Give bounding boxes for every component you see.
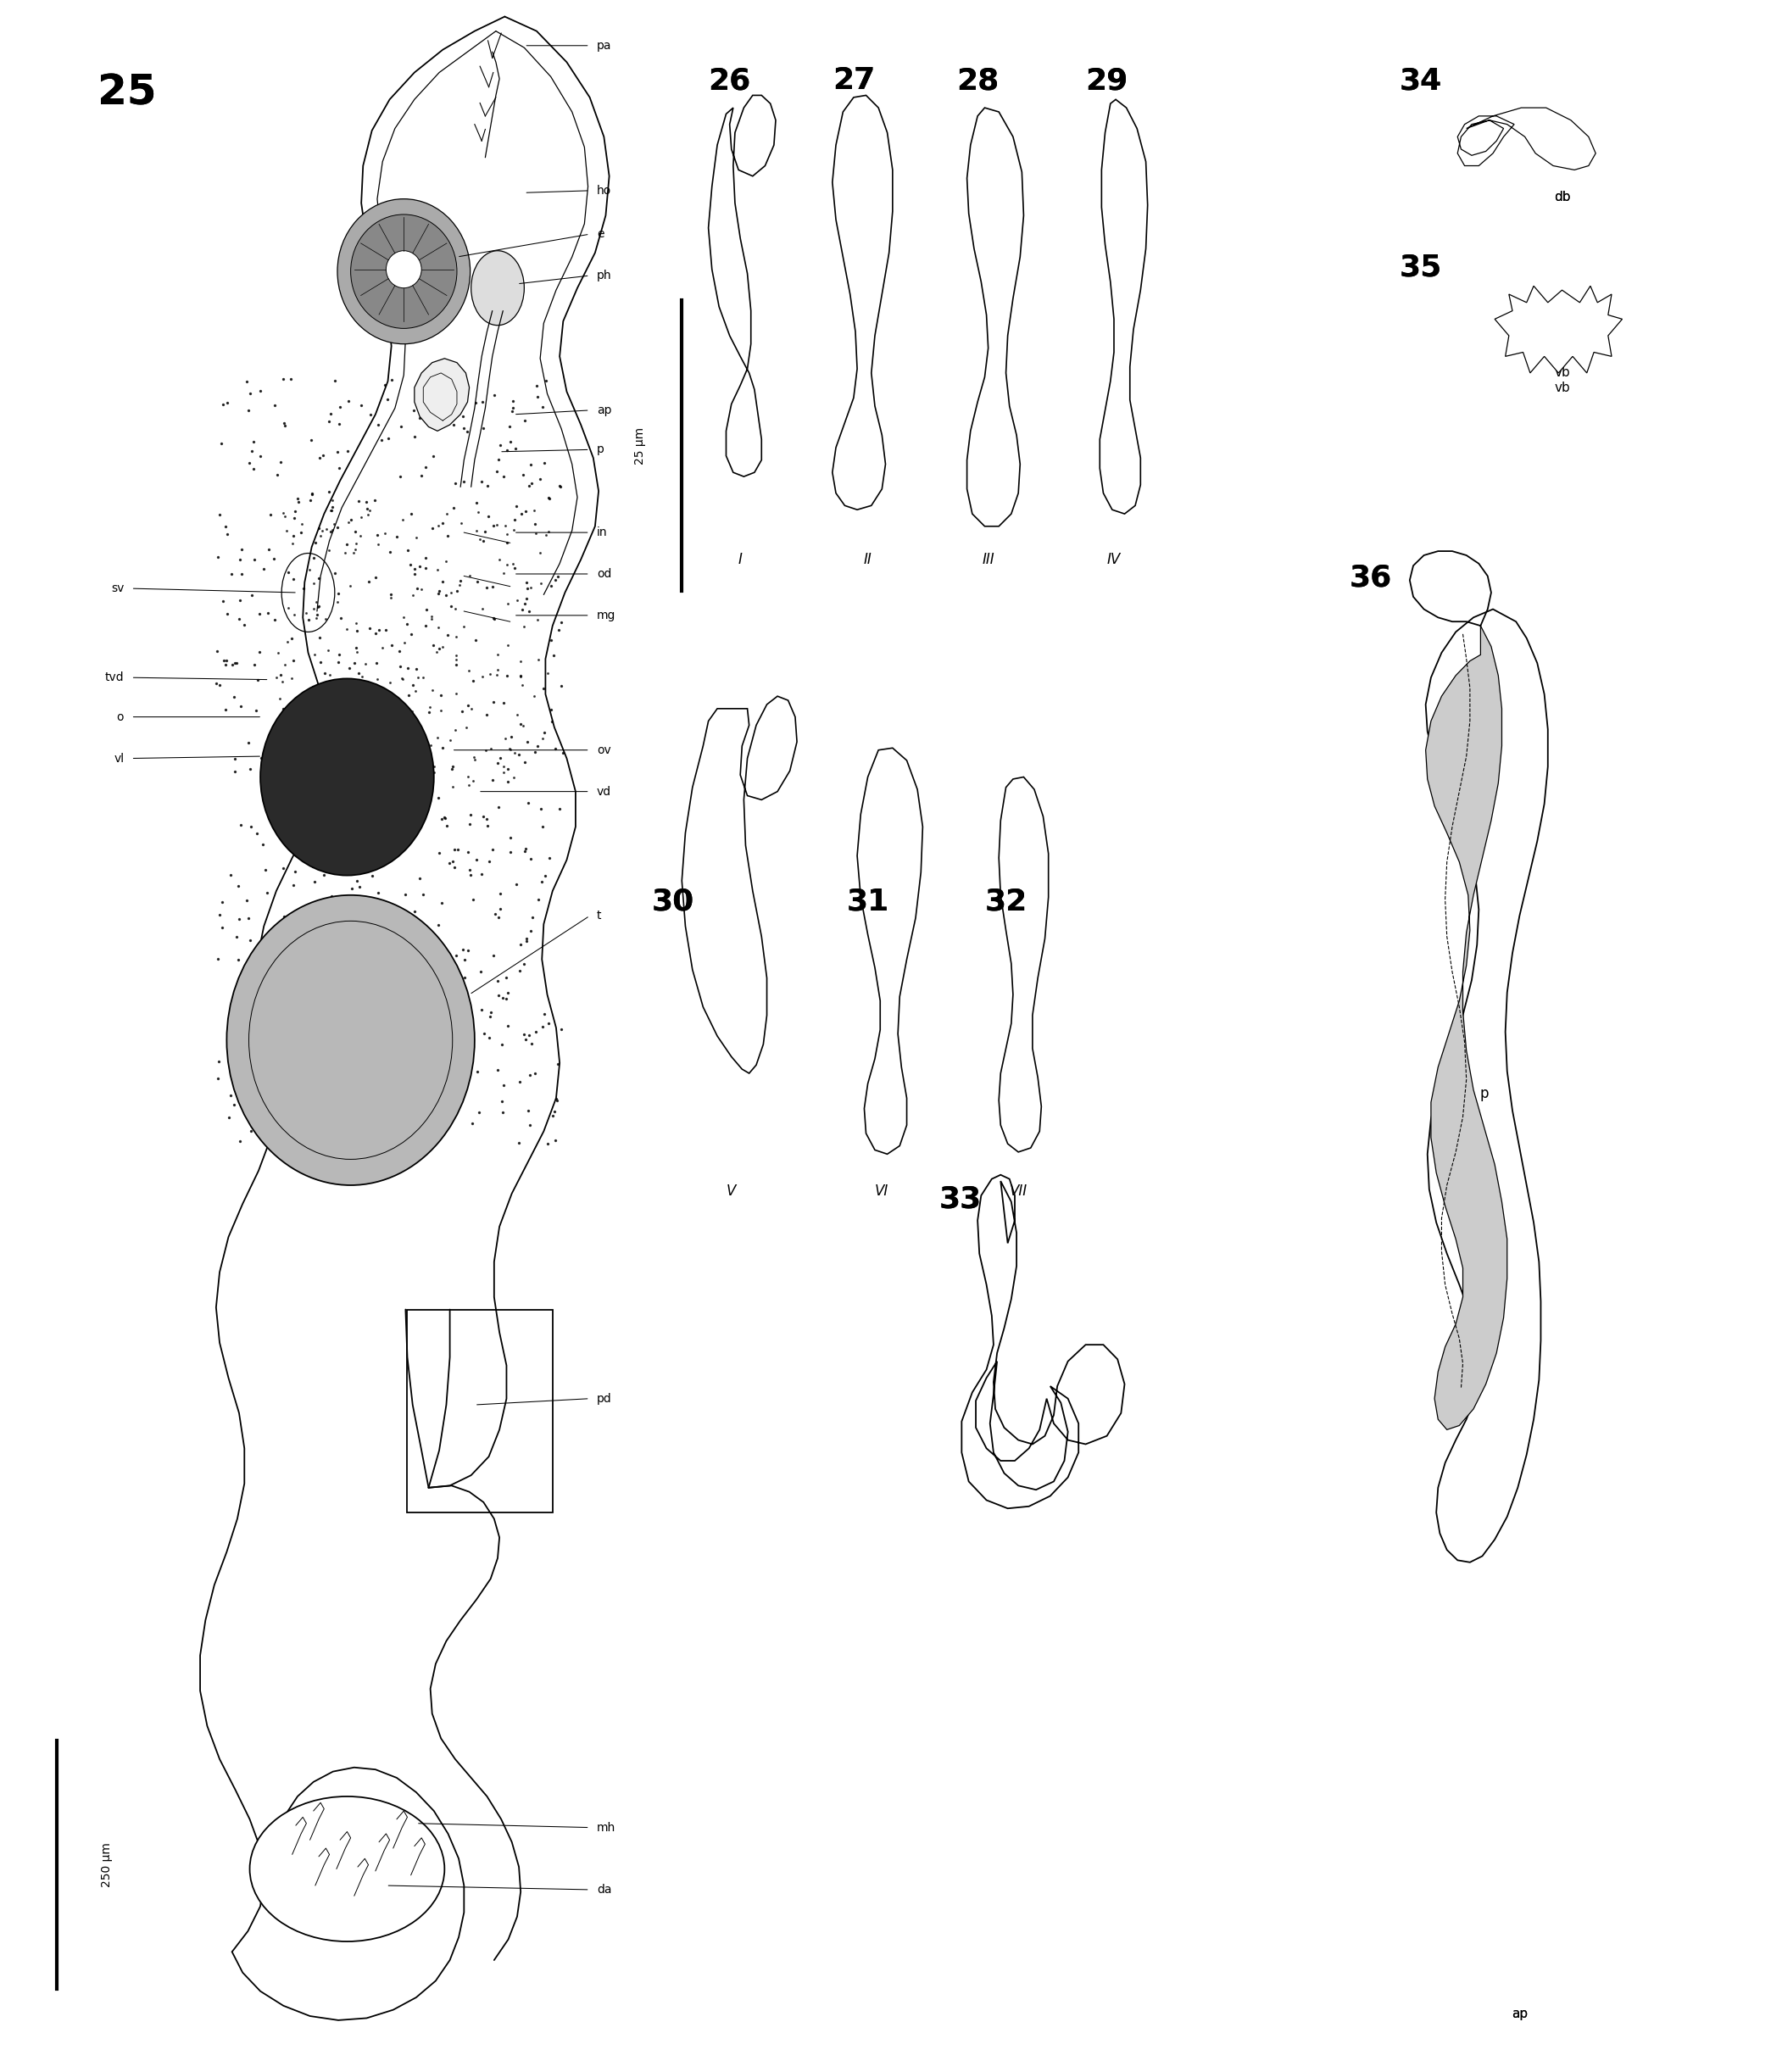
Text: 25: 25: [97, 73, 156, 114]
Text: 26: 26: [708, 66, 751, 95]
Text: vb: vb: [1555, 381, 1569, 394]
Text: 32: 32: [985, 887, 1027, 916]
Text: mh: mh: [597, 1821, 616, 1834]
Text: 27: 27: [832, 66, 875, 95]
Text: pd: pd: [597, 1392, 611, 1405]
Text: 35: 35: [1399, 253, 1442, 282]
Text: da: da: [597, 1883, 611, 1896]
Text: VII: VII: [1009, 1183, 1027, 1200]
Text: db: db: [1553, 191, 1571, 203]
Text: 36: 36: [1350, 564, 1392, 593]
Text: ho: ho: [597, 184, 611, 197]
Text: 31: 31: [847, 887, 889, 916]
Text: vl: vl: [113, 752, 124, 765]
Text: ap: ap: [597, 404, 611, 416]
Polygon shape: [1100, 99, 1148, 514]
Text: 32: 32: [985, 887, 1027, 916]
Text: 34: 34: [1399, 66, 1442, 95]
Ellipse shape: [227, 895, 475, 1185]
Text: 30: 30: [652, 887, 694, 916]
Polygon shape: [999, 777, 1048, 1152]
Text: 28: 28: [956, 66, 999, 95]
Text: 29: 29: [1086, 66, 1128, 95]
Text: 35: 35: [1399, 253, 1442, 282]
Text: V: V: [726, 1183, 737, 1200]
Text: in: in: [597, 526, 607, 539]
Text: t: t: [597, 910, 602, 922]
Text: o: o: [117, 711, 124, 723]
Text: p: p: [1479, 1086, 1489, 1102]
Text: ov: ov: [597, 744, 611, 756]
Polygon shape: [682, 696, 797, 1073]
Text: 33: 33: [939, 1185, 981, 1214]
Text: 36: 36: [1350, 564, 1392, 593]
Text: 33: 33: [939, 1185, 981, 1214]
Polygon shape: [857, 748, 923, 1154]
Polygon shape: [967, 108, 1024, 526]
Text: p: p: [597, 443, 604, 456]
Text: ph: ph: [597, 269, 611, 282]
Text: pa: pa: [597, 39, 611, 52]
Polygon shape: [832, 95, 893, 510]
Polygon shape: [429, 17, 609, 1488]
Text: IV: IV: [1107, 551, 1121, 568]
Text: mg: mg: [597, 609, 616, 622]
Text: vb: vb: [1555, 367, 1569, 379]
Ellipse shape: [260, 680, 434, 874]
Polygon shape: [1458, 108, 1596, 170]
Text: 26: 26: [708, 66, 751, 95]
Bar: [407, 1310, 553, 1513]
Text: db: db: [1553, 191, 1571, 203]
Text: 250 μm: 250 μm: [101, 1842, 113, 1888]
Text: 29: 29: [1086, 66, 1128, 95]
Ellipse shape: [250, 1796, 445, 1941]
Polygon shape: [1495, 286, 1622, 373]
Polygon shape: [1426, 609, 1548, 1562]
Text: III: III: [981, 551, 995, 568]
Text: II: II: [864, 551, 871, 568]
Text: 28: 28: [956, 66, 999, 95]
Polygon shape: [962, 1175, 1125, 1508]
Text: VI: VI: [875, 1183, 889, 1200]
Text: od: od: [597, 568, 611, 580]
Text: ap: ap: [1511, 2008, 1528, 2020]
Polygon shape: [1426, 626, 1507, 1430]
Ellipse shape: [351, 213, 457, 329]
Text: 25: 25: [97, 73, 156, 114]
Text: vd: vd: [597, 785, 611, 798]
Text: 34: 34: [1399, 66, 1442, 95]
Text: p: p: [1479, 1086, 1489, 1102]
Polygon shape: [708, 95, 776, 477]
Text: 30: 30: [652, 887, 694, 916]
Text: e: e: [597, 228, 604, 240]
Text: ap: ap: [1511, 2008, 1528, 2020]
Text: I: I: [739, 551, 742, 568]
Polygon shape: [414, 358, 469, 431]
Ellipse shape: [338, 199, 471, 344]
Text: 27: 27: [832, 66, 875, 95]
Text: sv: sv: [112, 582, 124, 595]
Text: 25 μm: 25 μm: [634, 427, 646, 464]
Text: tvd: tvd: [104, 671, 124, 684]
Ellipse shape: [471, 251, 524, 325]
Text: 31: 31: [847, 887, 889, 916]
Ellipse shape: [386, 251, 421, 288]
